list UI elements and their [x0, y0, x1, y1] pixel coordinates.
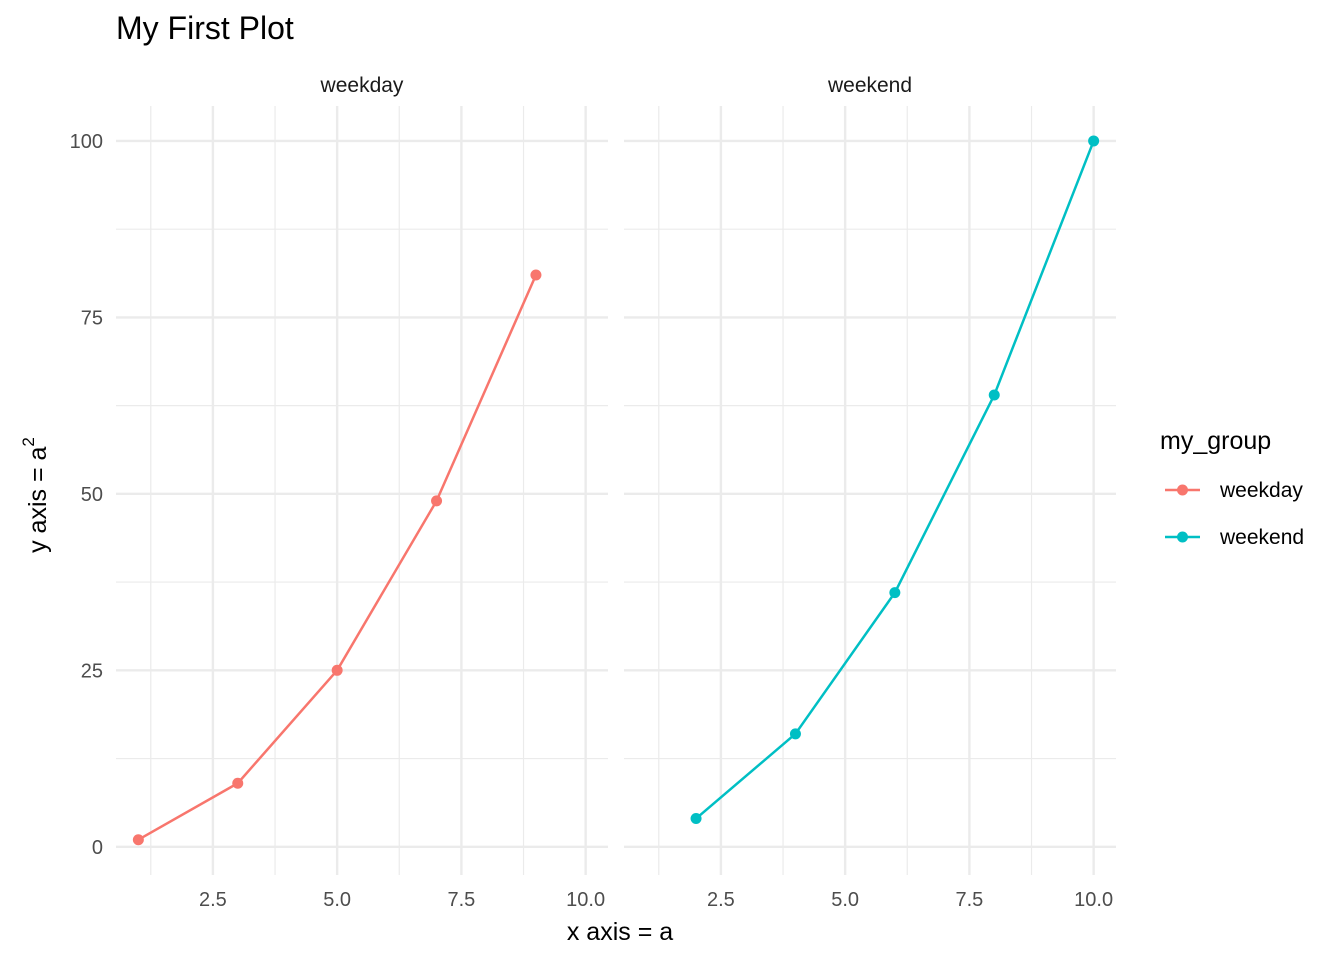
- facet-strip-label: weekend: [827, 74, 912, 97]
- y-axis-title-base: y axis = a: [24, 446, 52, 552]
- x-tick-label: 10.0: [566, 889, 605, 911]
- x-tick-label: 5.0: [831, 889, 859, 911]
- facet-panels: weekday 2.5 5.0 7.5 10.0 0 25 50 75 100 weekend 2.5…: [70, 74, 1116, 911]
- legend-label: weekend: [1219, 526, 1304, 549]
- data-point-weekday: [232, 777, 244, 789]
- data-point-weekend: [1088, 135, 1100, 147]
- legend: my_group weekday weekend: [1160, 427, 1304, 549]
- data-point-weekday: [431, 495, 443, 507]
- legend-entry-weekend: weekend: [1165, 526, 1304, 549]
- plot-title: My First Plot: [116, 10, 294, 46]
- data-point-weekday: [132, 834, 144, 846]
- legend-label: weekday: [1219, 479, 1303, 502]
- x-tick-label: 10.0: [1074, 889, 1113, 911]
- x-tick-label: 5.0: [323, 889, 351, 911]
- y-axis-title: y axis = a2: [19, 437, 52, 553]
- x-tick-label: 2.5: [199, 889, 227, 911]
- x-tick-label: 7.5: [955, 889, 983, 911]
- y-tick-label: 25: [81, 660, 103, 682]
- facet-strip-label: weekday: [320, 74, 404, 97]
- x-tick-label: 7.5: [447, 889, 475, 911]
- y-tick-label: 50: [81, 484, 103, 506]
- legend-entry-weekday: weekday: [1165, 479, 1303, 502]
- facet-panel-weekday: weekday 2.5 5.0 7.5 10.0 0 25 50 75 100: [70, 74, 608, 911]
- data-point-weekend: [690, 813, 702, 825]
- y-tick-label: 100: [70, 131, 103, 153]
- data-point-weekday: [331, 664, 343, 676]
- legend-key-point: [1177, 484, 1188, 496]
- x-tick-label: 2.5: [707, 889, 735, 911]
- data-point-weekend: [988, 389, 1000, 401]
- data-point-weekday: [530, 269, 542, 281]
- x-axis-title: x axis = a: [567, 918, 673, 946]
- y-tick-label: 0: [92, 837, 103, 859]
- legend-title: my_group: [1160, 427, 1271, 455]
- y-axis-title-superscript: 2: [19, 437, 38, 446]
- data-point-weekend: [789, 728, 801, 740]
- y-tick-label: 75: [81, 307, 103, 329]
- series-line-weekend: [695, 140, 1095, 820]
- legend-key-point: [1177, 531, 1188, 543]
- data-point-weekend: [889, 587, 901, 599]
- facet-panel-weekend: weekend 2.5 5.0 7.5 10.0: [624, 74, 1116, 911]
